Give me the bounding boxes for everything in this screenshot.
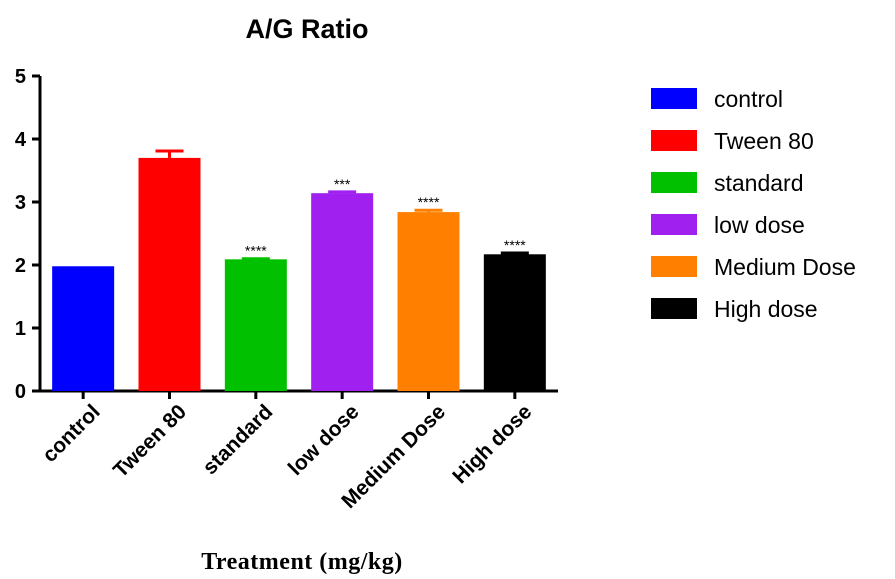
legend-label: Medium Dose	[714, 254, 856, 280]
y-tick-label: 2	[15, 255, 26, 277]
y-tick-label: 5	[15, 66, 26, 88]
bar	[483, 254, 546, 391]
x-tick-label: control	[38, 400, 105, 467]
x-axis-label: Treatment (mg/kg)	[201, 549, 403, 575]
legend-swatch	[651, 298, 697, 319]
bar	[311, 193, 374, 391]
x-tick-label: High dose	[448, 400, 536, 488]
bar	[52, 266, 115, 391]
legend-swatch	[651, 130, 697, 151]
y-tick-label: 0	[15, 381, 26, 403]
significance-label: ****	[418, 194, 440, 210]
y-tick-label: 4	[15, 129, 27, 151]
legend-swatch	[651, 88, 697, 109]
significance-label: ***	[334, 176, 351, 192]
legend-swatch	[651, 172, 697, 193]
y-tick-label: 3	[15, 192, 26, 214]
bar	[397, 212, 460, 391]
legend: control Tween 80 standard low dose Medium Do…	[651, 86, 856, 322]
significance-label: ****	[245, 243, 267, 259]
x-tick-label: low dose	[284, 400, 364, 480]
plot-area: 0 1 2 3 4 5 control Tween 80 **** standard *** low …	[15, 66, 558, 513]
significance-label: ****	[504, 237, 526, 253]
legend-label: High dose	[714, 296, 818, 322]
x-tick-label: Tween 80	[109, 400, 191, 482]
legend-label: standard	[714, 170, 804, 196]
legend-label: low dose	[714, 212, 805, 238]
legend-swatch	[651, 214, 697, 235]
legend-label: Tween 80	[714, 128, 814, 154]
x-tick-label: standard	[198, 400, 277, 479]
legend-swatch	[651, 256, 697, 277]
bar	[138, 157, 201, 391]
legend-label: control	[714, 86, 783, 112]
bar	[224, 259, 287, 391]
y-tick-label: 1	[15, 318, 26, 340]
chart-title: A/G Ratio	[245, 14, 368, 44]
